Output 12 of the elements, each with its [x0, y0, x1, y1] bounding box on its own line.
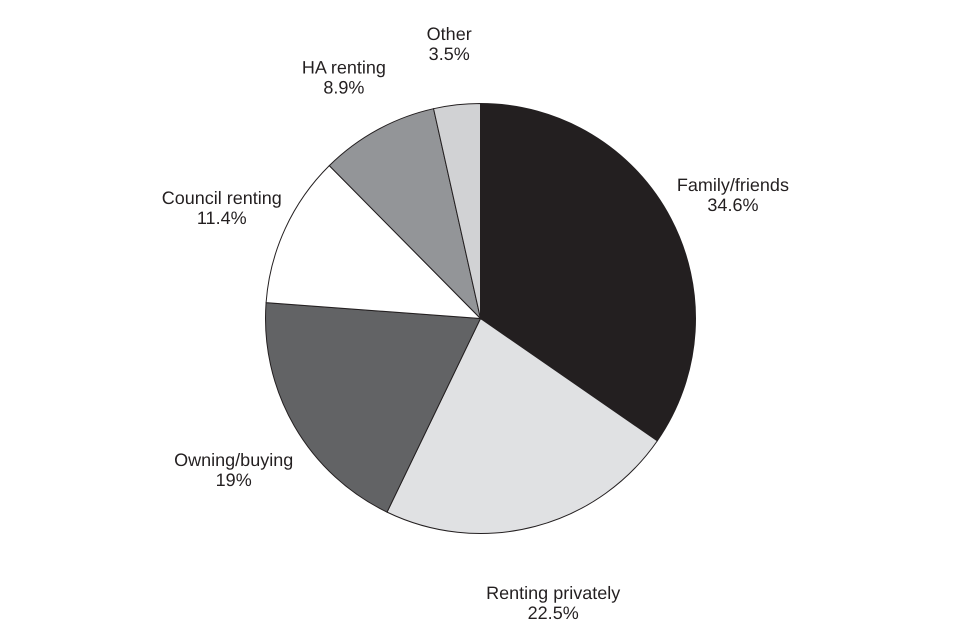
- slice-label: Council renting: [162, 188, 282, 208]
- slice-label: Renting privately: [486, 583, 620, 604]
- data-label: 22.5%: [528, 603, 579, 624]
- slice-label: HA renting: [302, 57, 386, 78]
- slice-label: Owning/buying: [174, 450, 294, 470]
- data-label: 19%: [216, 470, 252, 490]
- data-label: 34.6%: [707, 195, 758, 216]
- data-label: 11.4%: [196, 208, 247, 228]
- data-label: 8.9%: [323, 77, 364, 98]
- slice-label: Other: [426, 24, 472, 44]
- data-label: 3.5%: [428, 44, 470, 64]
- slice-label: Family/friends: [676, 175, 789, 196]
